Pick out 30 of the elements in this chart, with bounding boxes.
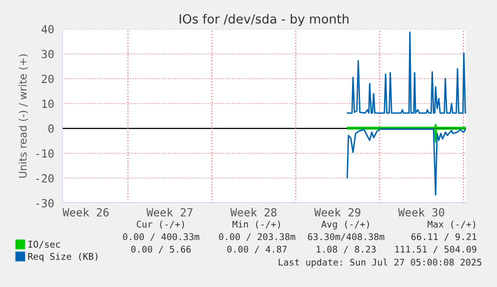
y-tick-label: 10 [42, 100, 54, 108]
y-axis-title: Units read (-) / write (+) [18, 54, 28, 178]
x-tick-label: Week 26 [62, 208, 109, 217]
chart-title: IOs for /dev/sda - by month [180, 14, 348, 26]
text: 0.00 / 203.38m [218, 233, 296, 241]
x-tick-label: Week 28 [230, 208, 276, 217]
y-tick-label: 0 [48, 124, 54, 133]
y-tick-label: -30 [36, 199, 54, 208]
x-tick-label: Week 29 [314, 208, 360, 217]
text: Avg (-/+) [321, 220, 369, 230]
text: 63.30m/408.38m [308, 233, 384, 241]
y-tick-label: -20 [36, 174, 54, 183]
text: Max (-/+) [428, 220, 476, 229]
text: Min (-/+) [232, 220, 280, 229]
text: 0.00 / 4.87 [227, 246, 287, 254]
legend-label: Req Size (KB) [28, 252, 98, 262]
text: 0.00 / 5.66 [131, 246, 191, 254]
y-tick-label: -10 [36, 149, 54, 158]
y-tick-label: 40 [42, 25, 54, 34]
text: 0.00 / 400.33m [122, 233, 200, 241]
y-tick-label: 20 [42, 74, 54, 84]
text: 111.51 / 504.09 [395, 246, 476, 254]
y-tick-label: 30 [42, 50, 54, 58]
text: Cur (-/+) [136, 220, 184, 229]
x-tick-label: Week 27 [146, 208, 192, 217]
text: 66.11 / 9.21 [411, 233, 476, 241]
x-tick-label: Week 30 [398, 208, 444, 217]
legend-label: IO/sec [28, 240, 60, 248]
text: Last update: Sun Jul 27 05:00:08 2025 [278, 258, 482, 268]
text: 1.08 / 8.23 [316, 246, 376, 254]
